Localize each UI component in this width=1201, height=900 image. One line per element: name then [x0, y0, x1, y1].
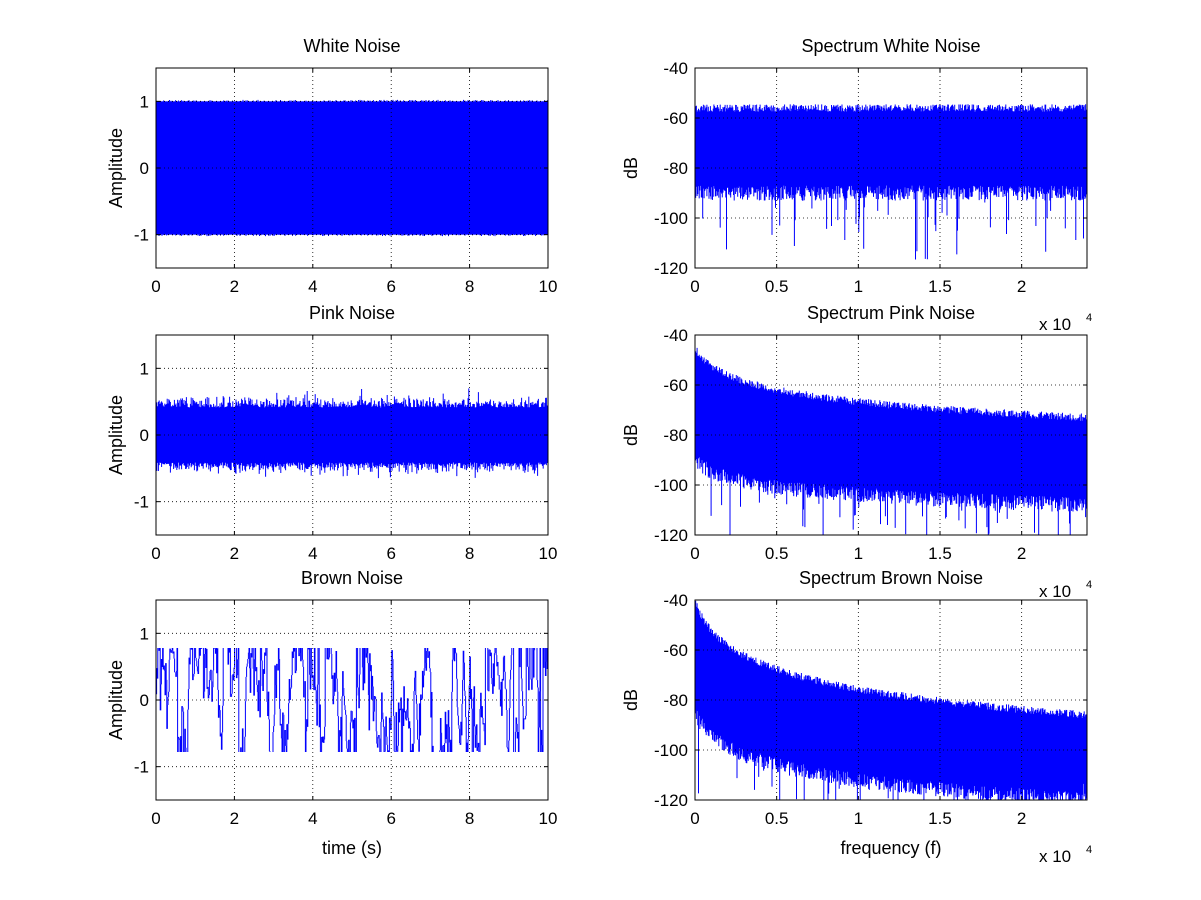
x-tick-label: 0.5 — [765, 544, 789, 563]
y-axis-label: Amplitude — [106, 395, 126, 475]
y-tick-label: 0 — [140, 691, 149, 710]
x-tick-label: 1 — [854, 277, 863, 296]
subplot-title: Spectrum Brown Noise — [799, 568, 983, 588]
x-tick-label: 10 — [539, 809, 558, 828]
y-tick-label: -80 — [663, 159, 688, 178]
x-exponent-power: 4 — [1086, 312, 1092, 324]
y-tick-label: 0 — [140, 426, 149, 445]
x-axis-label: time (s) — [322, 838, 382, 858]
y-axis-label: dB — [621, 689, 641, 711]
x-tick-label: 8 — [465, 544, 474, 563]
y-tick-label: -120 — [654, 259, 688, 278]
x-tick-label: 0 — [151, 277, 160, 296]
y-axis-label: Amplitude — [106, 128, 126, 208]
x-tick-label: 0 — [151, 544, 160, 563]
x-tick-label: 4 — [308, 544, 317, 563]
subplot-title: Brown Noise — [301, 568, 403, 588]
x-tick-label: 2 — [1017, 277, 1026, 296]
y-tick-label: -120 — [654, 526, 688, 545]
grid — [695, 335, 1087, 535]
y-tick-label: -1 — [134, 758, 149, 777]
y-axis-label: Amplitude — [106, 660, 126, 740]
grid — [156, 335, 548, 535]
y-tick-label: -100 — [654, 209, 688, 228]
x-tick-label: 2 — [230, 277, 239, 296]
y-tick-label: -1 — [134, 493, 149, 512]
x-tick-label: 1 — [854, 544, 863, 563]
x-tick-label: 8 — [465, 809, 474, 828]
x-exponent-power: 4 — [1086, 844, 1092, 856]
x-tick-label: 0.5 — [765, 809, 789, 828]
x-tick-label: 2 — [230, 809, 239, 828]
grid — [695, 600, 1087, 800]
y-tick-label: -1 — [134, 226, 149, 245]
x-exponent-label: x 10 — [1039, 847, 1071, 866]
x-tick-label: 2 — [1017, 544, 1026, 563]
x-tick-label: 10 — [539, 544, 558, 563]
x-tick-label: 0.5 — [765, 277, 789, 296]
subplot-4: 0 0.5 1 1.5 2 -120 -100 -80 -60 -40 Spectrum Pink … — [621, 303, 1092, 601]
y-tick-label: -100 — [654, 741, 688, 760]
y-tick-label: -60 — [663, 641, 688, 660]
x-tick-label: 4 — [308, 277, 317, 296]
x-tick-label: 4 — [308, 809, 317, 828]
x-exponent-power: 4 — [1086, 579, 1092, 591]
grid — [695, 68, 1087, 268]
subplot-title: Spectrum White Noise — [801, 36, 980, 56]
y-tick-label: 1 — [140, 624, 149, 643]
grid — [156, 600, 548, 800]
y-axis-label: dB — [621, 157, 641, 179]
y-tick-label: -120 — [654, 791, 688, 810]
x-tick-label: 1 — [854, 809, 863, 828]
x-tick-label: 1.5 — [928, 277, 952, 296]
y-tick-label: -60 — [663, 376, 688, 395]
subplot-title: White Noise — [303, 36, 400, 56]
x-tick-label: 0 — [690, 277, 699, 296]
y-tick-label: -60 — [663, 109, 688, 128]
x-tick-label: 1.5 — [928, 809, 952, 828]
subplot-6: 0 0.5 1 1.5 2 -120 -100 -80 -60 -40 Spectrum Brown… — [621, 568, 1092, 866]
x-tick-label: 2 — [1017, 809, 1026, 828]
x-tick-label: 10 — [539, 277, 558, 296]
subplot-5: 0 2 4 6 8 10 -1 0 1 Brown Noise Amplitude time (s) — [106, 568, 557, 858]
x-tick-label: 2 — [230, 544, 239, 563]
subplot-1: 0 2 4 6 8 10 -1 0 1 White Noise Amplitude — [106, 36, 557, 296]
x-exponent-label: x 10 — [1039, 582, 1071, 601]
x-exponent-label: x 10 — [1039, 315, 1071, 334]
y-tick-label: 1 — [140, 359, 149, 378]
subplot-title: Spectrum Pink Noise — [807, 303, 975, 323]
subplot-title: Pink Noise — [309, 303, 395, 323]
x-tick-label: 6 — [386, 809, 395, 828]
y-tick-label: -80 — [663, 426, 688, 445]
y-tick-label: -40 — [663, 59, 688, 78]
y-tick-label: -40 — [663, 326, 688, 345]
subplot-2: 0 0.5 1 1.5 2 -120 -100 -80 -60 -40 Spectrum White… — [621, 36, 1092, 334]
grid — [156, 68, 548, 268]
y-tick-label: -40 — [663, 591, 688, 610]
y-tick-label: -100 — [654, 476, 688, 495]
subplot-3: 0 2 4 6 8 10 -1 0 1 Pink Noise Amplitude — [106, 303, 557, 563]
x-tick-label: 0 — [690, 809, 699, 828]
x-axis-label: frequency (f) — [840, 838, 941, 858]
x-tick-label: 6 — [386, 277, 395, 296]
x-tick-label: 8 — [465, 277, 474, 296]
x-tick-label: 6 — [386, 544, 395, 563]
y-tick-label: 1 — [140, 92, 149, 111]
x-tick-label: 0 — [151, 809, 160, 828]
y-axis-label: dB — [621, 424, 641, 446]
y-tick-label: 0 — [140, 159, 149, 178]
series-line — [155, 99, 548, 237]
x-tick-label: 1.5 — [928, 544, 952, 563]
x-tick-label: 0 — [690, 544, 699, 563]
y-tick-label: -80 — [663, 691, 688, 710]
